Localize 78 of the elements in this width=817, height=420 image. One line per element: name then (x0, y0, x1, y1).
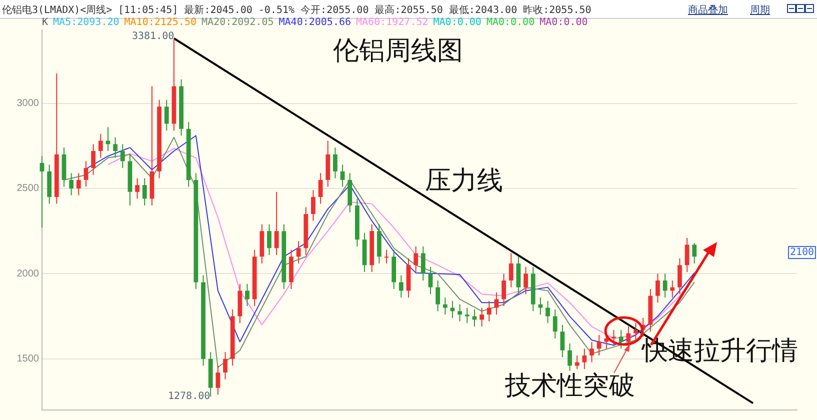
candlestick (267, 224, 272, 256)
candlestick (98, 133, 103, 158)
y-tick-label: 1500 (16, 354, 40, 365)
candlestick (333, 147, 338, 179)
y-tick-label: 3000 (16, 98, 40, 110)
candlestick (69, 172, 74, 196)
text: MA0:0.00 (486, 17, 535, 28)
annotation: 快速拉升行情 (642, 335, 798, 368)
candlestick (414, 246, 418, 272)
candlestick (84, 160, 88, 188)
text: MA20:2092.05 (202, 17, 274, 28)
candlestick (662, 273, 668, 298)
chart-title: 伦铝周线图 (333, 35, 463, 68)
candlestick (120, 144, 125, 169)
annotation: 3381.00 (132, 31, 174, 42)
candlestick (113, 136, 118, 158)
text: K (42, 17, 48, 28)
candlestick (634, 322, 638, 341)
text: MA5:2093.20 (53, 17, 120, 28)
candlestick (656, 273, 660, 304)
y-tick-label: 2000 (16, 268, 40, 280)
candlestick (164, 99, 169, 132)
candlestick (560, 324, 565, 358)
candlestick (442, 297, 448, 316)
candlestick (692, 242, 697, 264)
annotation: 2100 (788, 246, 816, 259)
candlestick (428, 266, 433, 295)
candlestick (502, 273, 506, 307)
candlestick (524, 266, 528, 295)
candlestick (596, 334, 602, 356)
candlestick (516, 256, 521, 295)
candlestick (420, 246, 426, 281)
candlestick (274, 191, 279, 256)
candlestick (296, 240, 301, 264)
candlestick (552, 308, 558, 339)
candlestick (678, 258, 682, 295)
annotation: 1278.00 (168, 391, 210, 402)
annotation: 技术性突破 (505, 370, 635, 403)
candlestick (223, 352, 228, 380)
candlestick (216, 365, 220, 396)
candlestick (670, 280, 675, 298)
text: MA0:0.00 (433, 17, 482, 28)
candlestick (494, 292, 499, 316)
text: 商品叠加 (688, 4, 728, 17)
candlestick (538, 297, 543, 316)
candlestick (311, 190, 316, 222)
text: MA0:0.00 (540, 17, 588, 28)
candlestick (76, 172, 81, 196)
candlestick (398, 274, 404, 298)
text: MA10:2125.50 (124, 17, 197, 28)
candlestick (612, 329, 616, 346)
candlestick (574, 354, 580, 370)
text: 周期 (750, 4, 770, 17)
candlestick (91, 144, 96, 176)
candlestick (40, 156, 44, 228)
candlestick (142, 178, 147, 206)
candlestick (568, 343, 572, 372)
candlestick (590, 341, 594, 363)
annotation: 压力线 (425, 165, 503, 198)
candlestick (318, 172, 323, 204)
candlestick (582, 348, 587, 370)
candlestick (458, 304, 462, 322)
candlestick (618, 329, 624, 350)
text: MA60:1927.52 (356, 17, 428, 28)
candlestick (464, 307, 470, 324)
candlestick (340, 164, 345, 188)
candlestick (245, 283, 250, 307)
candlestick (546, 300, 550, 324)
y-tick-label: 2500 (16, 183, 40, 194)
candlestick (135, 178, 140, 200)
candlestick (684, 237, 690, 272)
text: [11:05:45] 最新:2045.00 -0.51% 今开:2055.00 最高:2055.50 最低:2043.00 昨收:2055.50 (118, 4, 592, 17)
candlestick (480, 307, 484, 327)
text: MA40:2005.66 (278, 17, 352, 28)
candlestick (508, 252, 514, 288)
candlestick (486, 300, 492, 322)
candlestick (436, 280, 440, 312)
text: 伦铝电3(LMADX)<周线> (2, 4, 112, 17)
